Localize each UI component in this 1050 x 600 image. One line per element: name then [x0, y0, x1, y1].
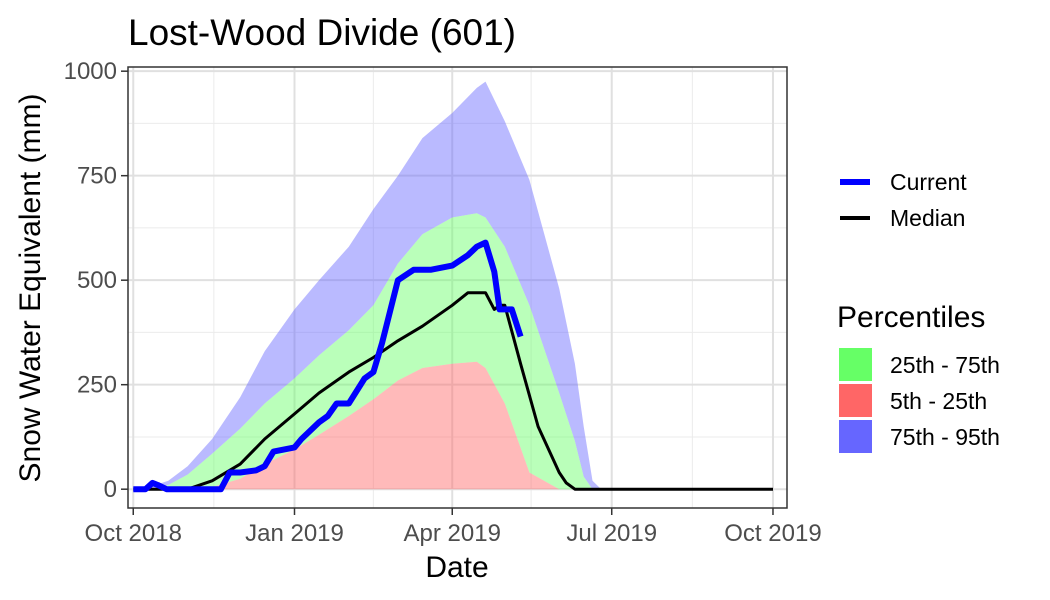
legend-label-current: Current [890, 169, 967, 195]
x-tick-label: Oct 2019 [724, 520, 821, 547]
plot-background [128, 67, 787, 508]
band-25-75 [133, 213, 774, 490]
legend-swatch-p25_75 [839, 348, 872, 381]
legend-swatch-p75_95 [839, 420, 872, 453]
y-tick-label: 750 [77, 163, 117, 190]
x-tick-label: Jan 2019 [245, 520, 344, 547]
y-tick-label: 1000 [64, 58, 117, 85]
x-axis-title: Date [425, 551, 488, 584]
y-axis-title: Snow Water Equivalent (mm) [14, 93, 47, 482]
y-tick-label: 500 [77, 267, 117, 294]
legend-title: Percentiles [837, 301, 985, 334]
band-75-95 [133, 81, 774, 490]
series-lines [133, 239, 773, 493]
current-line [133, 239, 524, 493]
plot-border [127, 66, 788, 509]
percentile-bands [133, 81, 774, 490]
x-tick-label: Jul 2019 [566, 520, 657, 547]
x-axis: Oct 2018 Jan 2019 Apr 2019 Jul 2019 Oct 2019 [85, 508, 822, 547]
x-tick-label: Oct 2018 [85, 520, 182, 547]
band-5-25 [133, 361, 774, 490]
legend-label-p25_75: 25th - 75th [890, 352, 1000, 378]
legend-label-p75_95: 75th - 95th [890, 424, 1000, 450]
legend: Current Median Percentiles 25th - 75th 5th -… [837, 169, 1000, 453]
legend-swatch-p5_25 [839, 384, 872, 417]
legend-label-p5_25: 5th - 25th [890, 388, 987, 414]
chart-title: Lost-Wood Divide (601) [128, 12, 516, 53]
y-tick-label: 0 [104, 476, 117, 503]
y-tick-label: 250 [77, 372, 117, 399]
legend-label-median: Median [890, 205, 965, 231]
median-line [133, 291, 773, 491]
y-axis: 0 250 500 750 1000 [64, 58, 128, 503]
x-tick-label: Apr 2019 [404, 520, 501, 547]
grid-lines [128, 67, 787, 508]
